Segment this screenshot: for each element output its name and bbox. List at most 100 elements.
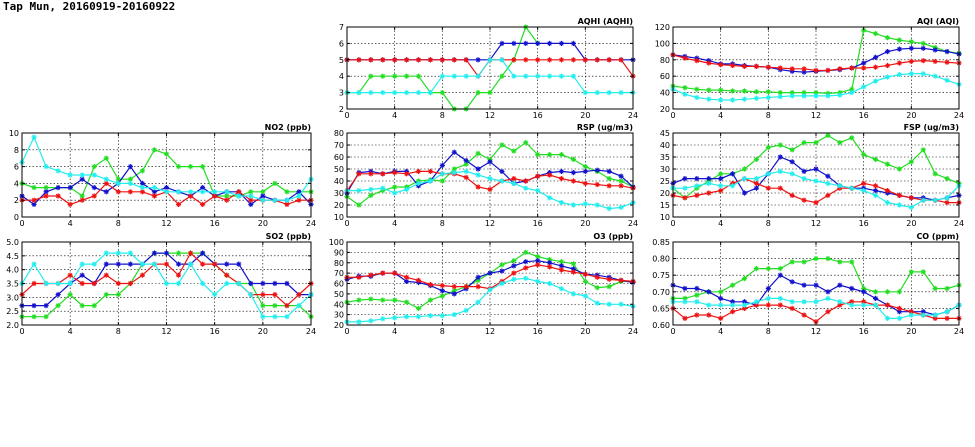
data-point: [511, 57, 517, 63]
data-point: [546, 40, 553, 46]
data-point: [163, 261, 170, 267]
data-point: [694, 292, 700, 298]
data-point: [765, 64, 771, 70]
data-point: [896, 289, 903, 295]
data-point: [439, 178, 445, 184]
y-tick-label: 10: [334, 213, 344, 222]
data-point: [582, 164, 588, 170]
x-tick-label: 16: [859, 327, 869, 336]
data-point: [284, 314, 290, 320]
data-point: [127, 189, 133, 195]
data-point: [682, 285, 688, 292]
data-point: [872, 30, 879, 37]
x-tick-label: 8: [766, 219, 771, 228]
data-point: [801, 140, 807, 146]
data-point: [475, 274, 481, 280]
data-point: [368, 90, 374, 96]
data-point: [765, 94, 771, 101]
data-point: [694, 94, 700, 101]
data-point: [272, 291, 278, 298]
data-point: [43, 280, 49, 287]
data-point: [729, 309, 736, 315]
x-tick-label: 20: [906, 111, 916, 120]
data-point: [753, 180, 760, 186]
data-point: [403, 171, 410, 177]
data-point: [236, 261, 242, 267]
data-point: [765, 144, 771, 150]
data-point: [260, 197, 266, 203]
data-point: [187, 164, 194, 170]
data-point: [127, 261, 133, 267]
data-point: [932, 171, 938, 177]
data-point: [439, 293, 445, 299]
data-point: [55, 168, 61, 174]
series-cyan: [670, 168, 962, 210]
chart-title: AQI (AQI): [917, 17, 959, 26]
data-point: [849, 135, 855, 141]
data-point: [594, 167, 600, 173]
data-point: [582, 168, 588, 174]
data-point: [872, 78, 879, 84]
data-point: [427, 90, 434, 96]
data-point: [777, 185, 783, 191]
data-point: [224, 261, 230, 267]
data-point: [861, 60, 867, 66]
data-point: [944, 200, 950, 206]
data-point: [535, 262, 541, 268]
data-point: [451, 284, 457, 290]
data-point: [175, 164, 182, 170]
chart-fsp: 0 4 8 12 16 20 24 10 15 20 25 30 35 40 45 FSP (ug/m3): [660, 123, 964, 228]
data-point: [896, 315, 903, 321]
data-point: [55, 193, 61, 199]
data-point: [272, 314, 278, 320]
data-point: [861, 152, 867, 158]
y-tick-label: 45: [660, 129, 670, 138]
data-point: [31, 303, 37, 309]
data-point: [151, 185, 158, 191]
data-point: [872, 302, 879, 308]
data-point: [187, 261, 194, 267]
data-point: [511, 263, 517, 269]
data-point: [475, 57, 481, 63]
data-point: [944, 77, 950, 83]
data-point: [67, 172, 73, 178]
data-point: [594, 202, 600, 208]
plot-frame: [346, 26, 634, 110]
x-tick-label: 4: [718, 219, 723, 228]
data-point: [789, 299, 795, 305]
data-point: [861, 289, 867, 295]
y-tick-label: 60: [334, 280, 344, 289]
data-point: [849, 302, 855, 308]
data-point: [200, 189, 206, 195]
data-point: [55, 185, 61, 191]
data-point: [618, 178, 624, 184]
data-point: [825, 67, 831, 74]
y-tick-label: 100: [329, 238, 344, 247]
data-point: [175, 280, 182, 287]
data-point: [729, 302, 736, 308]
data-point: [558, 40, 565, 46]
data-point: [920, 58, 926, 64]
data-point: [896, 192, 903, 198]
y-tick-label: 20: [334, 201, 344, 210]
data-point: [546, 195, 553, 201]
data-point: [606, 90, 612, 96]
x-tick-label: 20: [906, 327, 916, 336]
data-point: [789, 93, 795, 99]
data-point: [765, 295, 771, 302]
data-point: [618, 277, 624, 283]
data-point: [103, 155, 109, 161]
data-point: [91, 185, 97, 191]
x-tick-label: 4: [68, 327, 73, 336]
data-point: [499, 168, 505, 174]
data-point: [403, 299, 410, 305]
data-point: [91, 261, 97, 267]
data-point: [439, 90, 445, 96]
data-point: [31, 280, 37, 287]
data-point: [837, 183, 843, 189]
x-tick-label: 12: [811, 219, 821, 228]
data-point: [403, 314, 410, 320]
data-point: [535, 173, 541, 179]
data-point: [872, 64, 879, 70]
data-point: [718, 87, 724, 93]
